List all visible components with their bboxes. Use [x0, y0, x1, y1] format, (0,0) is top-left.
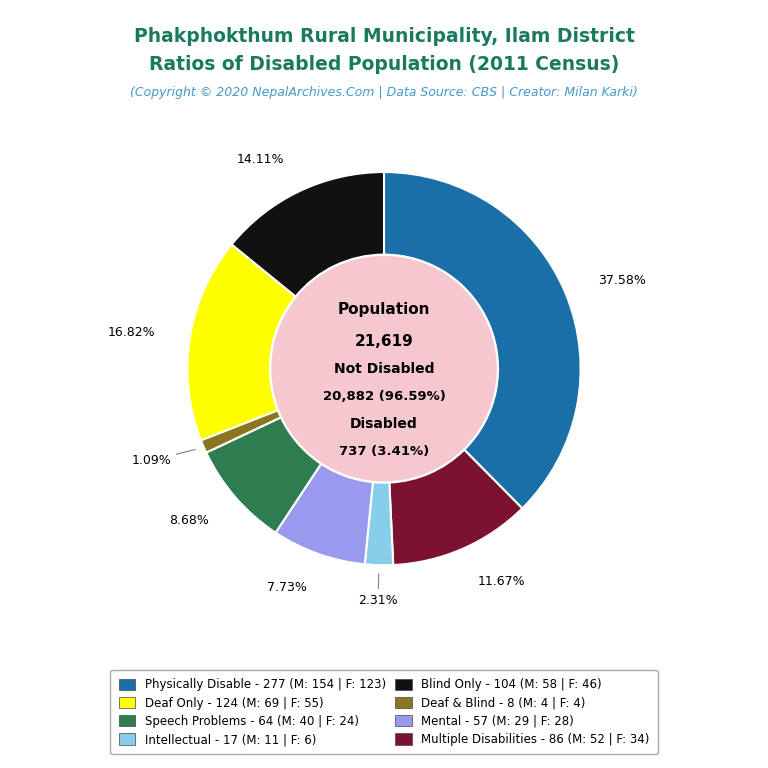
Wedge shape [276, 464, 372, 564]
Text: 8.68%: 8.68% [169, 514, 209, 527]
Wedge shape [389, 450, 522, 565]
Wedge shape [384, 172, 581, 508]
Text: Population: Population [338, 302, 430, 317]
Wedge shape [187, 244, 296, 440]
Text: Disabled: Disabled [350, 417, 418, 431]
Text: Phakphokthum Rural Municipality, Ilam District: Phakphokthum Rural Municipality, Ilam Di… [134, 27, 634, 46]
Wedge shape [365, 482, 393, 565]
Text: 7.73%: 7.73% [266, 581, 306, 594]
Legend: Physically Disable - 277 (M: 154 | F: 123), Deaf Only - 124 (M: 69 | F: 55), Spe: Physically Disable - 277 (M: 154 | F: 12… [111, 670, 657, 754]
Text: 37.58%: 37.58% [598, 274, 647, 287]
Circle shape [272, 257, 496, 481]
Text: Ratios of Disabled Population (2011 Census): Ratios of Disabled Population (2011 Cens… [149, 55, 619, 74]
Text: 16.82%: 16.82% [108, 326, 155, 339]
Text: 14.11%: 14.11% [237, 153, 284, 166]
Text: 1.09%: 1.09% [131, 449, 195, 467]
Text: 11.67%: 11.67% [477, 574, 525, 588]
Wedge shape [232, 172, 384, 296]
Text: 21,619: 21,619 [355, 333, 413, 349]
Text: Not Disabled: Not Disabled [334, 362, 434, 376]
Wedge shape [207, 417, 321, 533]
Wedge shape [201, 410, 281, 452]
Text: 2.31%: 2.31% [358, 574, 398, 607]
Text: 20,882 (96.59%): 20,882 (96.59%) [323, 389, 445, 402]
Text: (Copyright © 2020 NepalArchives.Com | Data Source: CBS | Creator: Milan Karki): (Copyright © 2020 NepalArchives.Com | Da… [130, 86, 638, 99]
Text: 737 (3.41%): 737 (3.41%) [339, 445, 429, 458]
